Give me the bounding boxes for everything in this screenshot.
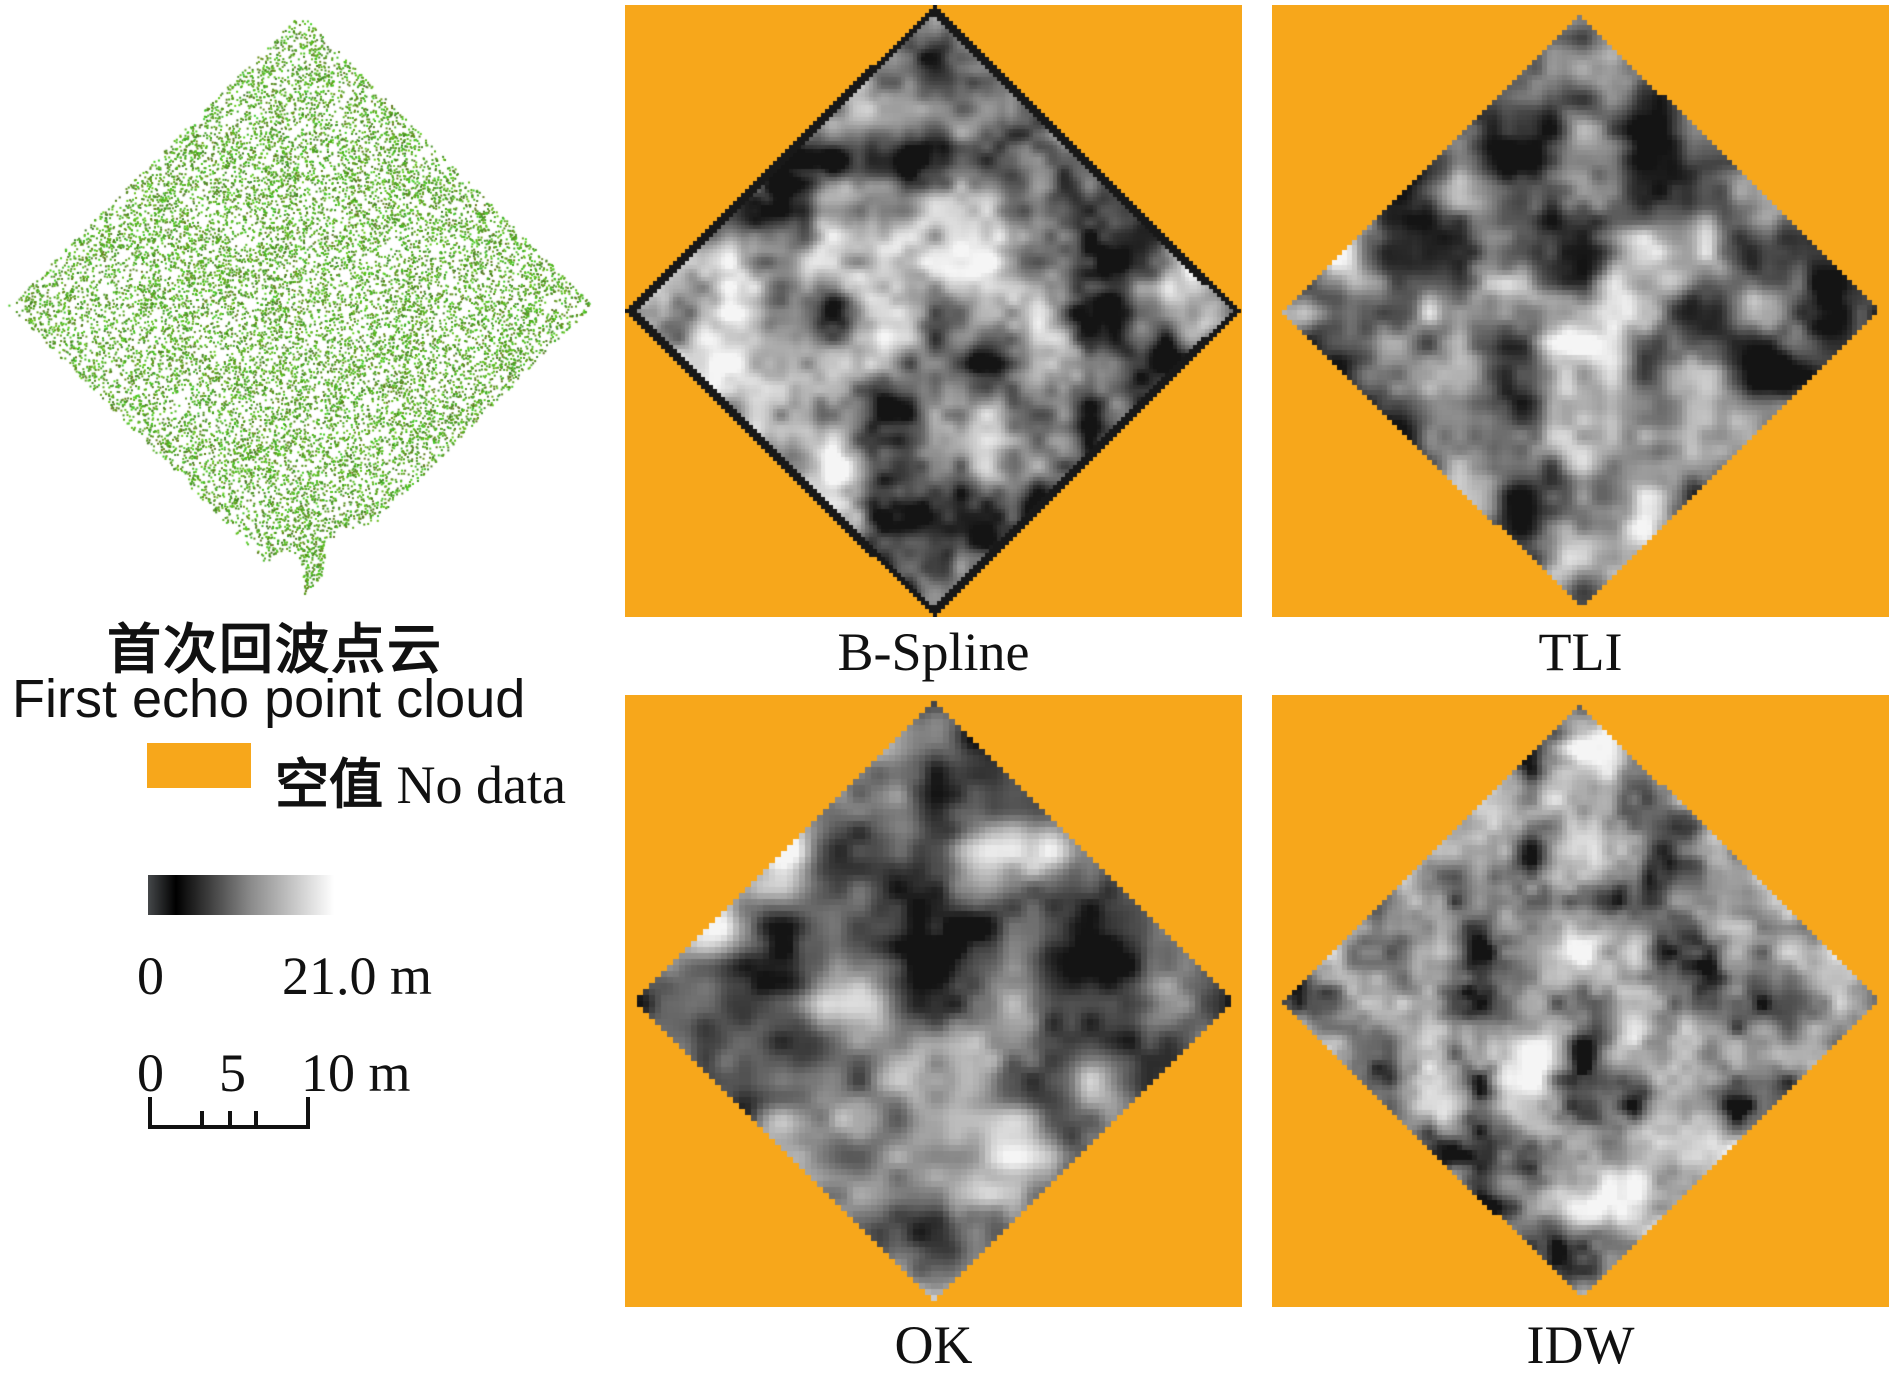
- nodata-label-en: No data: [396, 755, 566, 815]
- point-cloud-canvas: [0, 5, 600, 605]
- panel-label-tli: TLI: [1538, 622, 1623, 682]
- panel-tli: [1272, 5, 1889, 617]
- panel-label-idw: IDW: [1526, 1315, 1635, 1375]
- idw-raster: [1272, 695, 1889, 1307]
- panel-label-ok: OK: [894, 1315, 973, 1375]
- bspline-raster: [625, 5, 1242, 617]
- point-cloud-title-zh: 首次回波点云: [107, 618, 443, 681]
- first-echo-point-cloud-image: [0, 5, 600, 605]
- panel-bspline: [625, 5, 1242, 617]
- panel-label-bspline: B-Spline: [837, 622, 1030, 682]
- point-cloud-title-en: First echo point cloud: [12, 669, 526, 729]
- nodata-legend-swatch: [147, 743, 251, 788]
- tli-raster: [1272, 5, 1889, 617]
- nodata-label-zh: 空值: [275, 753, 383, 816]
- panel-idw: [1272, 695, 1889, 1307]
- height-color-ramp: [148, 875, 334, 915]
- ok-raster: [625, 695, 1242, 1307]
- scale-tick-5: 5: [219, 1043, 246, 1103]
- nodata-legend-label: 空值 No data: [275, 740, 566, 819]
- scale-tick-10: 10 m: [301, 1043, 411, 1103]
- ramp-min-label: 0: [137, 946, 164, 1006]
- panel-ok: [625, 695, 1242, 1307]
- scale-tick-0: 0: [137, 1043, 164, 1103]
- scale-bar: [148, 1097, 310, 1129]
- scale-bar-labels: 0 5 10 m: [137, 1042, 411, 1104]
- ramp-max-label: 21.0 m: [282, 946, 433, 1006]
